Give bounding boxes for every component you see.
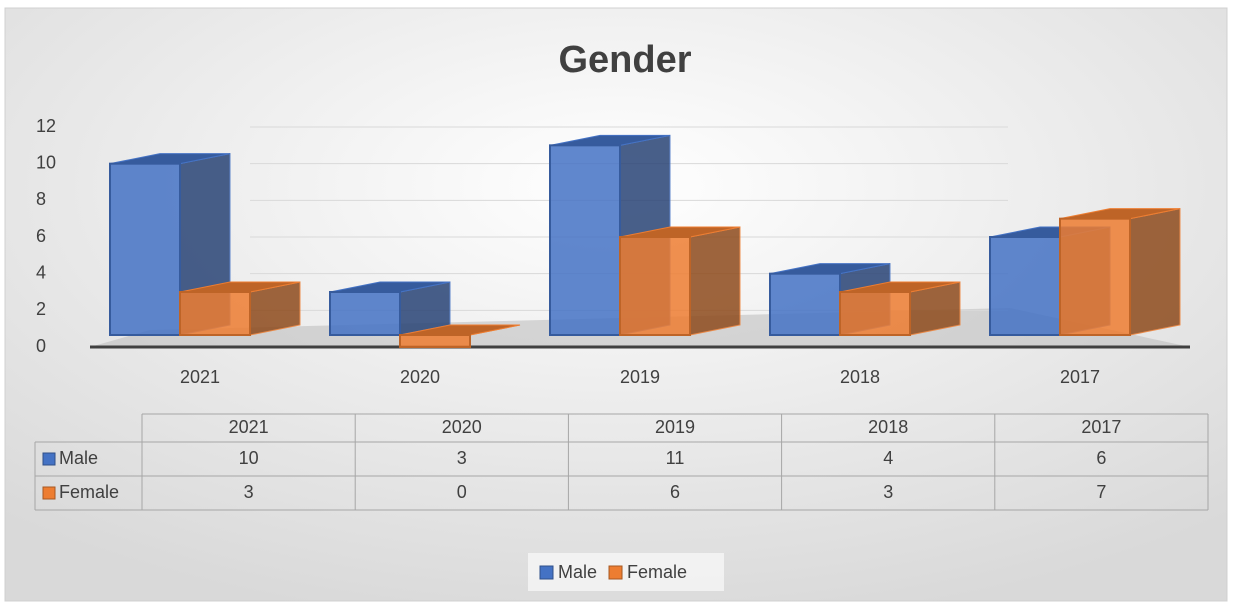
bar [549,144,621,336]
x-tick-label: 2019 [620,367,660,387]
legend-label: Male [558,562,597,582]
table-header: 2020 [442,417,482,437]
bar [1059,217,1131,337]
x-tick-label: 2017 [1060,367,1100,387]
table-cell: 6 [1096,448,1106,468]
bar [179,291,251,336]
y-tick-label: 0 [36,336,46,356]
legend-box [528,553,724,591]
table-legend-swatch [42,486,56,500]
bar [329,291,401,336]
bar-side [1129,208,1181,336]
legend-swatch [608,565,623,580]
table-cell: 4 [883,448,893,468]
table-cell: 7 [1096,482,1106,502]
bar [109,162,181,336]
table-row-label: Male [59,448,98,468]
table-cell: 3 [457,448,467,468]
table-cell: 0 [457,482,467,502]
table-cell: 3 [883,482,893,502]
table-legend-swatch [42,452,56,466]
table-header: 2018 [868,417,908,437]
legend-label: Female [627,562,687,582]
table-header: 2021 [229,417,269,437]
x-tick-label: 2018 [840,367,880,387]
legend-swatch [539,565,554,580]
table-cell: 10 [239,448,259,468]
table-cell: 11 [666,448,685,468]
table-row-label: Female [59,482,119,502]
bar [769,272,841,336]
bar [989,236,1061,336]
chart-title: Gender [558,39,691,81]
bar-side [689,226,741,336]
y-tick-label: 4 [36,262,46,282]
y-tick-label: 8 [36,189,46,209]
y-tick-label: 2 [36,299,46,319]
table-cell: 6 [670,482,680,502]
y-tick-label: 10 [36,152,56,172]
table-header: 2019 [655,417,695,437]
y-tick-label: 6 [36,226,46,246]
x-tick-label: 2021 [180,367,220,387]
bar [839,291,911,336]
y-tick-label: 12 [36,116,56,136]
table-cell: 3 [244,482,254,502]
x-tick-label: 2020 [400,367,440,387]
bar [399,334,471,348]
table-header: 2017 [1081,417,1121,437]
bar [619,236,691,336]
